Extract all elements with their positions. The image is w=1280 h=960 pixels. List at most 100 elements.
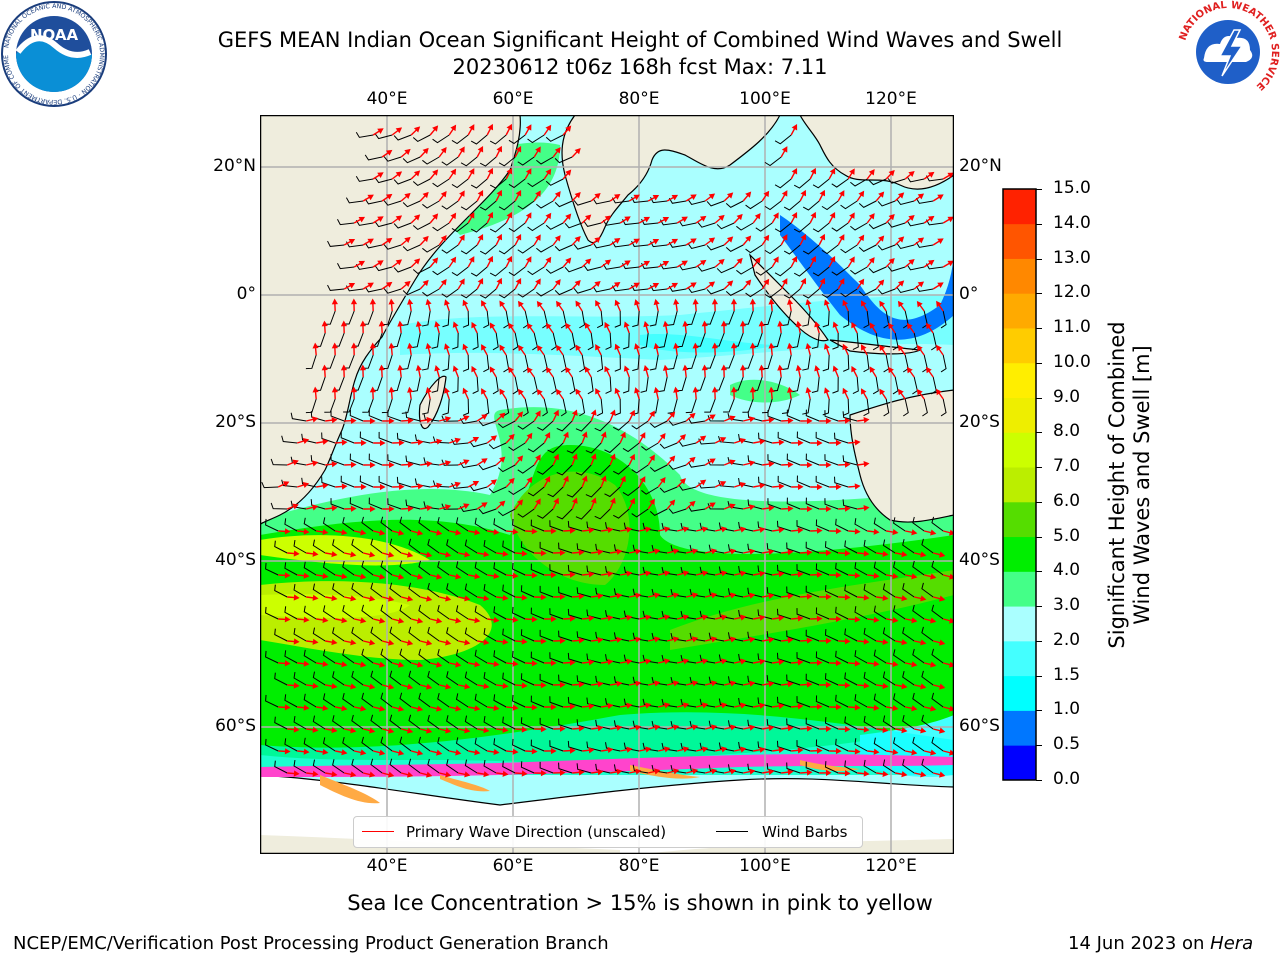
colorbar-tick-mark bbox=[1036, 432, 1042, 434]
wave-direction-arrowhead bbox=[379, 439, 386, 447]
wave-direction-arrowhead bbox=[413, 258, 421, 265]
wave-direction-arrowhead bbox=[825, 681, 832, 688]
wave-direction-arrowhead bbox=[936, 300, 942, 308]
wind-barb bbox=[764, 288, 782, 299]
wave-direction-arrowhead bbox=[293, 550, 300, 557]
wind-barb bbox=[332, 627, 345, 642]
wave-direction-arrowhead bbox=[489, 322, 496, 329]
wind-barb bbox=[332, 759, 345, 774]
wave-direction-arrowhead bbox=[554, 279, 561, 286]
wind-barb bbox=[337, 263, 355, 270]
wind-barb bbox=[670, 764, 687, 774]
wave-direction-arrowhead bbox=[585, 214, 592, 221]
wind-barb bbox=[689, 720, 706, 730]
wave-direction-arrowhead bbox=[526, 366, 533, 374]
wave-direction-arrowhead bbox=[781, 278, 788, 285]
wave-direction-arrowhead bbox=[689, 412, 696, 419]
wave-direction-arrowhead bbox=[787, 593, 794, 600]
wind-barb bbox=[432, 266, 450, 276]
wind-barb bbox=[402, 156, 421, 164]
wave-direction-arrowhead bbox=[367, 238, 374, 245]
wind-barb bbox=[575, 420, 592, 432]
wind-barb bbox=[843, 354, 850, 372]
wave-direction-arrowhead bbox=[550, 527, 557, 535]
wind-barb bbox=[380, 692, 393, 708]
wave-direction-arrowhead bbox=[882, 550, 889, 557]
lat-tick-right: 0° bbox=[959, 284, 979, 304]
wave-direction-arrowhead bbox=[730, 342, 738, 349]
wind-barb bbox=[738, 478, 754, 488]
wind-barb bbox=[764, 156, 782, 167]
wind-barb bbox=[418, 604, 431, 620]
wave-direction-arrowhead bbox=[432, 125, 439, 132]
wave-direction-arrowhead bbox=[321, 364, 328, 371]
wave-direction-arrowhead bbox=[854, 439, 861, 446]
wind-barb bbox=[824, 585, 839, 598]
wave-direction-arrowhead bbox=[759, 526, 766, 533]
wind-barb bbox=[364, 198, 383, 205]
wind-barb bbox=[745, 244, 763, 254]
wind-barb bbox=[408, 714, 421, 730]
wave-direction-arrowhead bbox=[819, 277, 826, 285]
wave-direction-arrowhead bbox=[588, 703, 595, 710]
wave-direction-arrowhead bbox=[293, 682, 300, 689]
wind-barb bbox=[442, 354, 450, 372]
wave-direction-arrowhead bbox=[512, 616, 519, 623]
wave-direction-arrowhead bbox=[873, 704, 880, 711]
wave-direction-arrowhead bbox=[849, 212, 855, 219]
wave-direction-arrowhead bbox=[787, 505, 794, 512]
wave-direction-arrowhead bbox=[369, 342, 376, 349]
wave-direction-arrowhead bbox=[897, 192, 905, 199]
wave-direction-arrowhead bbox=[797, 483, 804, 490]
wave-direction-arrowhead bbox=[763, 278, 770, 286]
wind-barb bbox=[586, 697, 602, 708]
wind-barb bbox=[408, 670, 421, 686]
wind-barb bbox=[418, 736, 431, 752]
wave-direction-arrowhead bbox=[481, 300, 487, 307]
wave-direction-arrowhead bbox=[515, 146, 522, 153]
wave-direction-arrowhead bbox=[369, 595, 376, 602]
wind-barb bbox=[432, 178, 450, 188]
wave-direction-arrowhead bbox=[341, 661, 348, 668]
wind-barb bbox=[383, 200, 402, 206]
wind-barb bbox=[877, 200, 896, 207]
wind-barb bbox=[796, 520, 811, 532]
wave-direction-arrowhead bbox=[691, 680, 699, 687]
wind-barb bbox=[602, 219, 621, 226]
colorbar-tick-label: 0.5 bbox=[1053, 734, 1081, 755]
wave-direction-arrowhead bbox=[559, 725, 566, 732]
wind-barb bbox=[766, 631, 782, 642]
wave-direction-arrowhead bbox=[777, 364, 784, 371]
colorbar-tick-label: 2.0 bbox=[1053, 629, 1081, 650]
wind-barb bbox=[421, 354, 431, 371]
wind-barb bbox=[802, 398, 811, 415]
wind-barb bbox=[446, 583, 459, 598]
wave-direction-arrowhead bbox=[759, 482, 766, 489]
wind-barb bbox=[361, 736, 374, 752]
wind-barb bbox=[689, 632, 706, 642]
wind-barb bbox=[527, 134, 545, 144]
wave-direction-arrowhead bbox=[739, 364, 747, 371]
wind-barb bbox=[811, 376, 820, 394]
wind-barb bbox=[265, 518, 279, 532]
wind-barb bbox=[455, 605, 469, 620]
wind-barb bbox=[579, 398, 586, 417]
wave-direction-arrowhead bbox=[635, 768, 642, 775]
wind-barb bbox=[893, 605, 906, 620]
wave-direction-arrowhead bbox=[795, 364, 802, 371]
wind-barb bbox=[527, 442, 545, 453]
wave-direction-arrowhead bbox=[544, 476, 551, 483]
colorbar-tick-mark bbox=[1036, 362, 1042, 364]
wave-direction-arrowhead bbox=[654, 636, 661, 643]
wave-direction-arrowhead bbox=[702, 614, 709, 621]
wind-barb bbox=[370, 582, 383, 598]
wind-barb bbox=[474, 737, 488, 752]
wave-direction-arrowhead bbox=[797, 527, 804, 534]
wave-direction-arrowhead bbox=[464, 551, 471, 558]
wave-direction-arrowhead bbox=[331, 639, 338, 646]
wave-direction-arrowhead bbox=[791, 124, 798, 131]
wave-direction-arrowhead bbox=[413, 170, 421, 177]
wind-barb bbox=[330, 498, 345, 510]
wave-direction-arrowhead bbox=[633, 238, 640, 245]
wind-barb bbox=[613, 508, 630, 519]
